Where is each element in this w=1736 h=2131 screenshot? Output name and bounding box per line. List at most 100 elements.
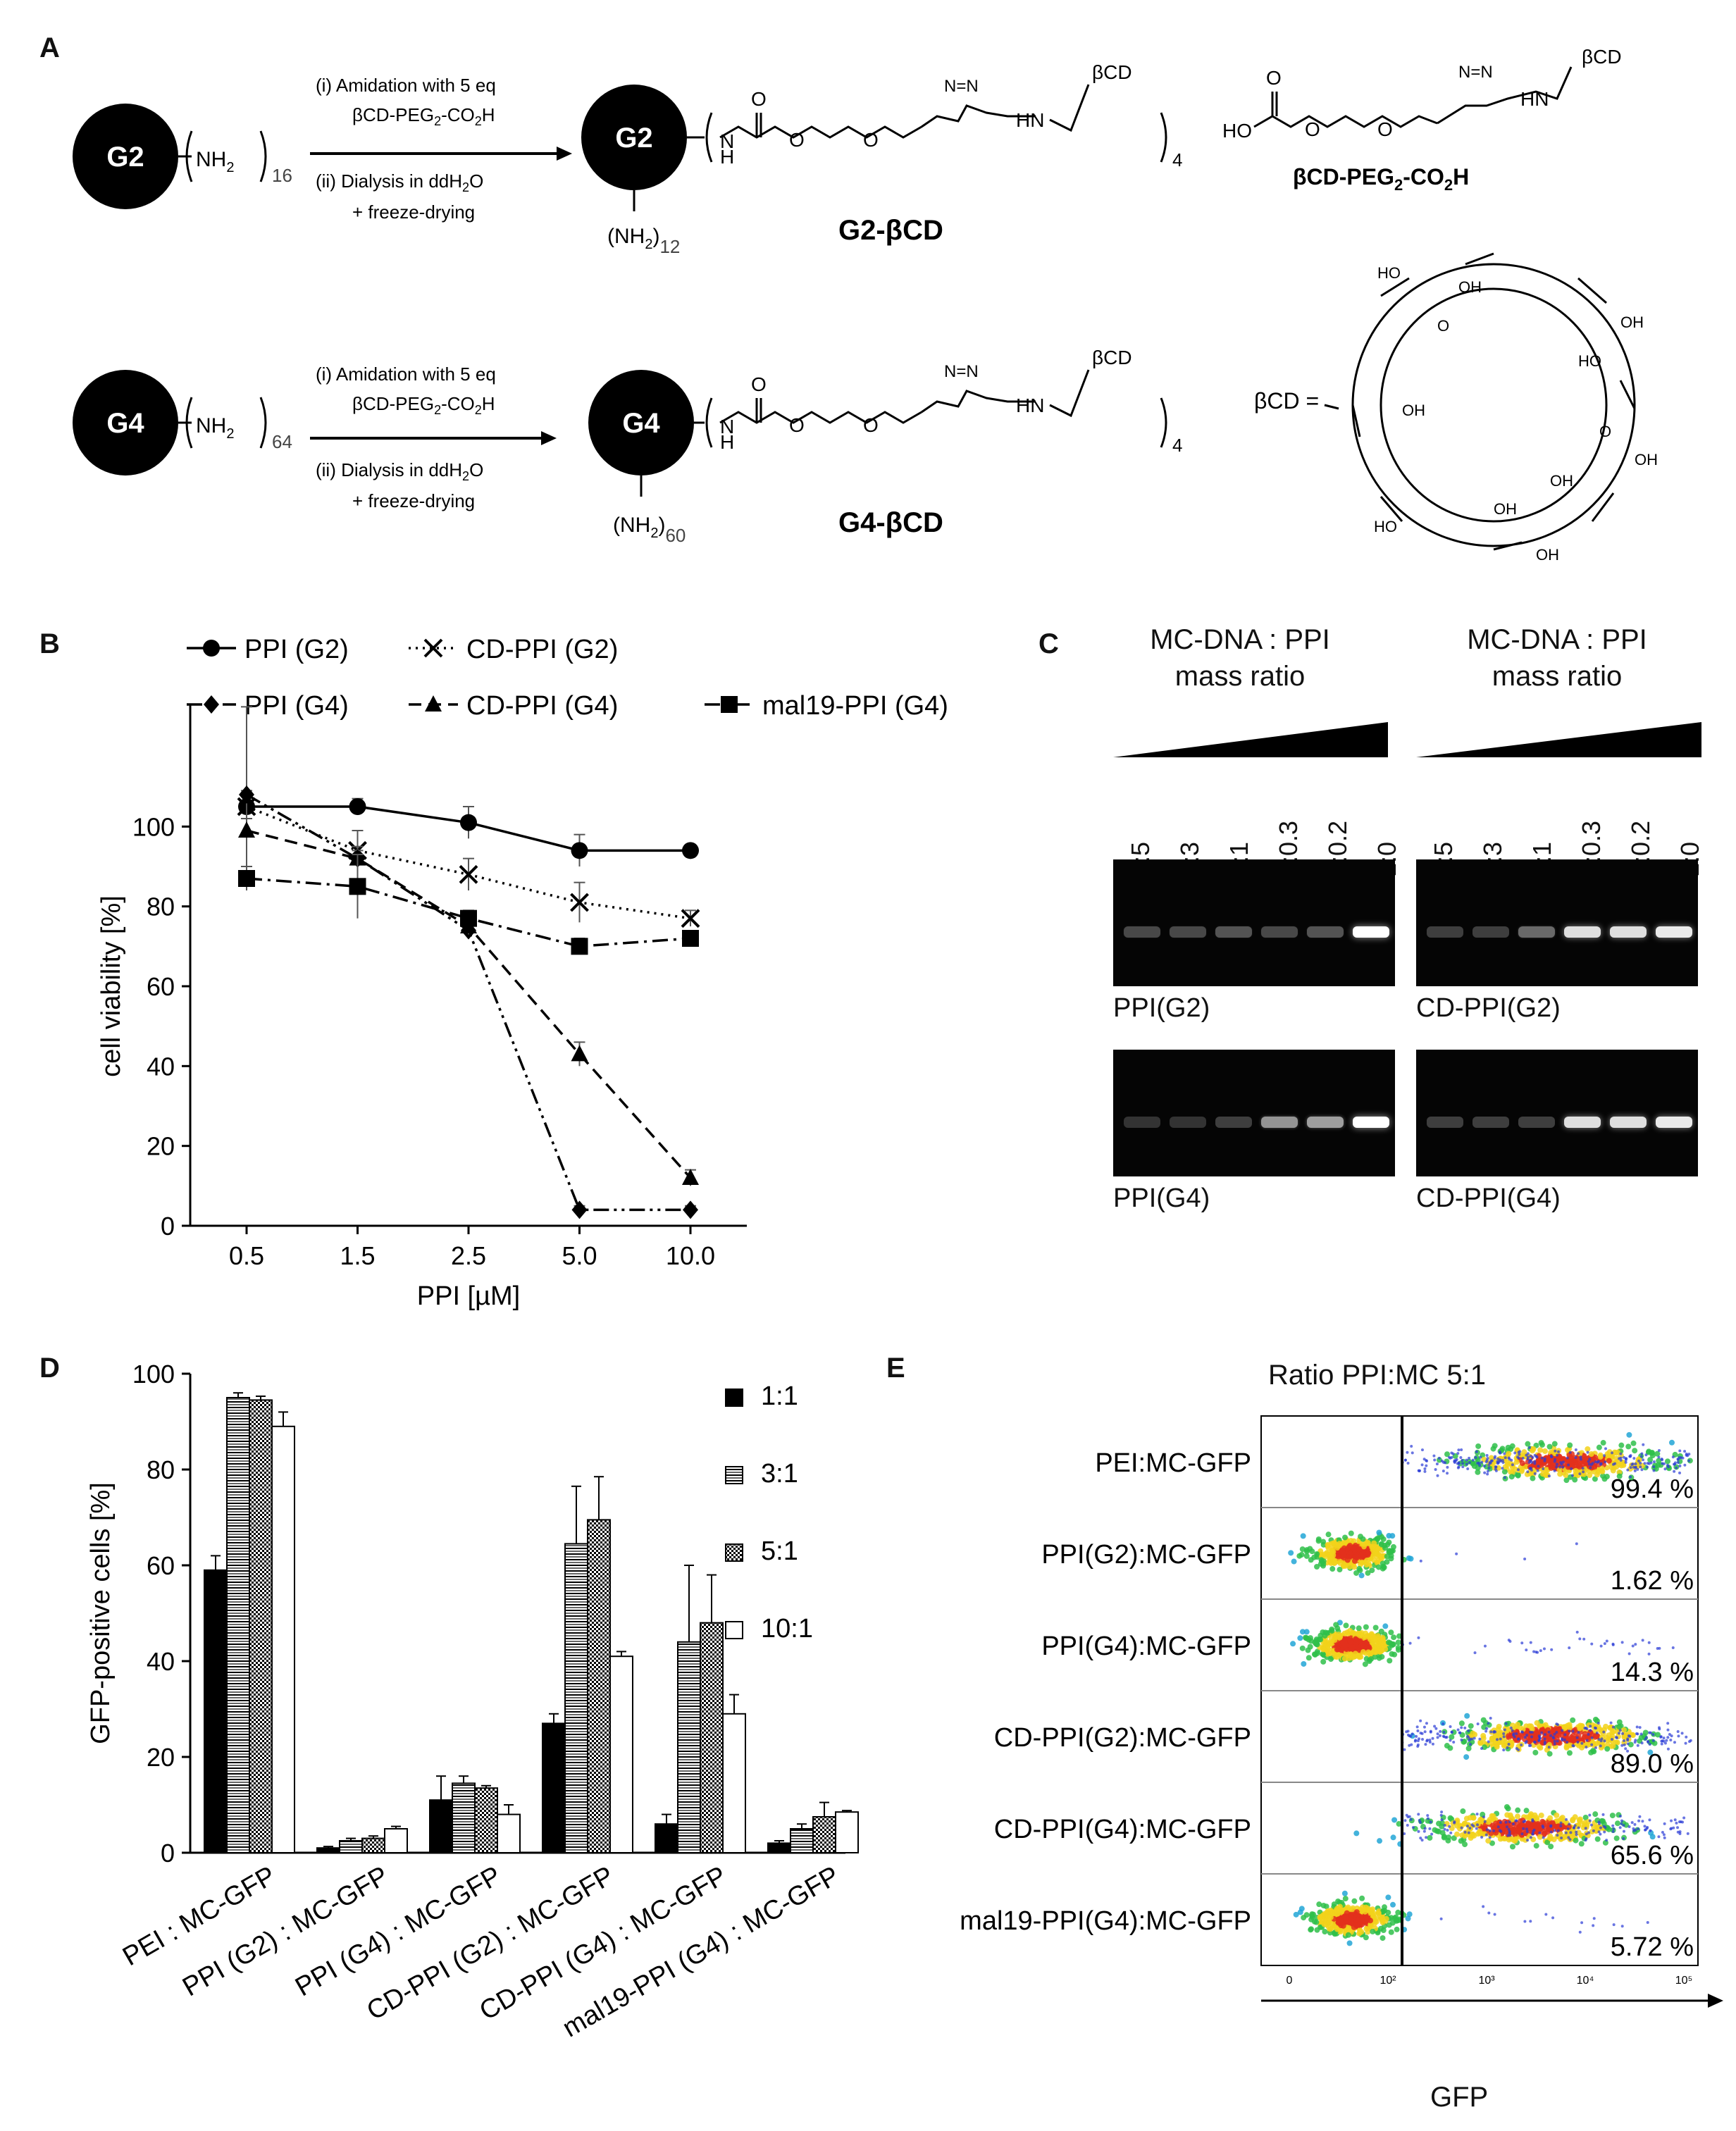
flow-event [1614,1736,1618,1739]
gel-image [1113,859,1395,986]
flow-event [1671,1646,1675,1650]
flow-event [1675,1466,1678,1470]
chart-b-data-point [682,1169,699,1185]
flow-event [1614,1739,1620,1746]
flow-event [1507,1456,1511,1460]
bcd-ho-1: HO [1377,264,1401,282]
flow-event [1410,1732,1414,1736]
flow-event [1494,1465,1497,1469]
flow-event [1555,1453,1558,1457]
flow-event [1363,1914,1370,1920]
flow-event [1467,1729,1470,1732]
flow-event [1606,1826,1612,1832]
chart-b-legend-label: PPI (G4) [244,691,349,721]
flow-event [1537,1734,1541,1738]
flow-event [1346,1940,1353,1946]
flow-event [1325,1532,1332,1538]
gel-label: PPI(G4) [1113,1183,1210,1213]
flow-event [1567,1442,1573,1448]
flow-event [1634,1739,1637,1742]
flow-event [1529,1641,1532,1644]
flow-event [1518,1453,1521,1456]
flow-event [1676,1458,1680,1461]
chart-d-y-tick-label: 80 [147,1455,175,1484]
flow-event [1311,1554,1318,1560]
flow-event [1498,1450,1501,1454]
flow-event [1487,1722,1490,1725]
g4-linker-h: H [720,431,734,453]
gel-image [1416,859,1698,986]
flow-event [1561,1460,1565,1464]
flow-event [1314,1641,1320,1648]
flow-event [1568,1729,1571,1733]
flow-event [1530,1475,1536,1481]
flow-event [1481,1825,1487,1832]
flow-event [1578,1841,1585,1847]
flow-event [1462,1841,1468,1848]
gel-header-right-2: mass ratio [1492,661,1623,692]
flow-event [1556,1739,1559,1743]
flow-event [1475,1469,1481,1475]
flow-event [1643,1462,1647,1465]
flow-event [1587,1831,1591,1834]
ratio-wedge-right [1416,722,1701,757]
flow-event [1430,1832,1434,1836]
flow-event [1633,1822,1637,1826]
flow-event [1601,1813,1605,1816]
flow-event [1349,1655,1356,1661]
flow-event [1535,1458,1542,1464]
flow-event [1642,1443,1645,1446]
g2-linker-o3: O [863,129,879,151]
flow-event [1548,1844,1554,1850]
flow-event [1587,1732,1590,1736]
chart-b-x-tick-label: 0.5 [229,1241,264,1270]
flow-event [1496,1825,1500,1829]
flow-event [1566,1827,1570,1831]
flow-event [1394,1918,1400,1924]
chart-d-bar [835,1811,859,1854]
flow-event [1590,1736,1594,1739]
flow-event [1327,1926,1334,1932]
flow-event [1351,1898,1358,1904]
flow-event [1566,1741,1569,1744]
flow-event [1648,1818,1651,1822]
flow-event [1487,1467,1491,1470]
flow-event [1577,1826,1580,1829]
g4-step2: (ii) Dialysis in ddH2O [316,459,483,483]
flow-event [1492,1733,1499,1739]
flow-event [1335,1553,1341,1560]
flow-event [1470,1737,1474,1741]
g4-step1b: βCD-PEG2-CO2H [352,393,495,417]
flow-event [1375,1910,1382,1916]
g2-amines-label: NH2 [196,148,234,175]
flow-event [1442,1460,1446,1464]
flow-event [1641,1639,1644,1642]
flow-density-plot [1293,1890,1649,1946]
flow-event [1673,1818,1677,1822]
flow-event [1516,1827,1523,1833]
flow-event [1567,1725,1573,1731]
flow-event [1479,1455,1482,1459]
flow-event [1502,1735,1506,1739]
flow-event [1327,1656,1334,1663]
flow-event [1637,1459,1640,1462]
flow-event [1388,1929,1394,1935]
flow-event [1320,1658,1327,1665]
gel-band [1427,1117,1463,1128]
flow-event [1559,1825,1563,1828]
flow-event [1629,1475,1632,1479]
flow-event [1480,1460,1484,1464]
bcd-ho-3: HO [1578,352,1601,370]
flow-event [1508,1474,1515,1480]
flow-event [1678,1820,1681,1824]
gel-band [1170,1117,1206,1128]
flow-event [1602,1730,1606,1734]
flow-event [1501,1467,1504,1470]
chart-b-x-tick-label: 2.5 [451,1241,486,1270]
flow-event [1570,1818,1576,1824]
flow-event [1370,1906,1376,1913]
flow-event [1408,1815,1411,1818]
flow-event [1594,1746,1597,1750]
flow-event [1433,1458,1437,1462]
flow-event [1509,1726,1513,1729]
